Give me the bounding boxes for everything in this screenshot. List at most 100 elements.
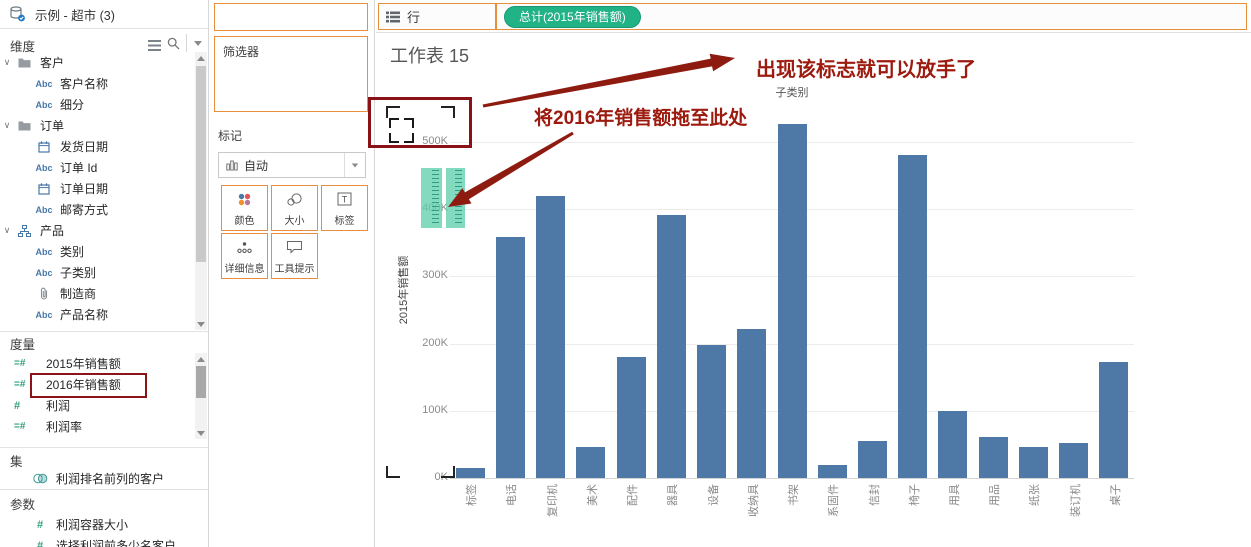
x-tick-label[interactable]: 标签 xyxy=(466,484,479,506)
expand-caret-icon[interactable]: ∨ xyxy=(3,225,11,235)
eqhash-icon: =# xyxy=(14,421,26,432)
field-row-measure[interactable]: =# 利润率 xyxy=(0,416,194,437)
bar-用具[interactable] xyxy=(938,411,968,478)
mark-button-label: 工具提示 xyxy=(274,264,315,275)
bar-系固件[interactable] xyxy=(817,465,847,478)
bar-用品[interactable] xyxy=(978,437,1008,478)
x-tick-label[interactable]: 器具 xyxy=(667,484,680,506)
mark-button-labelT[interactable]: T 标签 xyxy=(321,185,368,231)
field-row-dim[interactable]: ∨ 订单 xyxy=(0,115,194,136)
expand-caret-icon[interactable]: ∨ xyxy=(3,57,11,67)
field-label: 利润容器大小 xyxy=(56,518,129,532)
rows-shelf-icon xyxy=(385,11,401,23)
bar-书架[interactable] xyxy=(777,124,807,478)
hierarchy-icon xyxy=(14,224,34,237)
measures-scrollbar[interactable] xyxy=(195,353,207,439)
field-row-param[interactable]: # 选择利润前多少名客户 xyxy=(0,535,208,547)
field-row-dim[interactable]: 制造商 xyxy=(0,283,194,304)
data-pane-menu-icon[interactable] xyxy=(194,41,202,46)
bar-桌子[interactable] xyxy=(1099,362,1129,478)
field-row-dim[interactable]: Abc 类别 xyxy=(0,241,194,262)
field-label: 发货日期 xyxy=(60,140,109,154)
field-row-measure[interactable]: =# 2016年销售额 xyxy=(0,373,194,398)
bar-装订机[interactable] xyxy=(1059,443,1089,478)
field-row-param[interactable]: # 利润容器大小 xyxy=(0,514,208,535)
abc-icon: Abc xyxy=(35,309,53,320)
datasource-row[interactable]: 示例 - 超市 (3) xyxy=(0,0,208,28)
bar-电话[interactable] xyxy=(495,237,525,478)
sheet-title: 工作表 15 xyxy=(390,46,470,66)
calendar-icon xyxy=(34,182,54,195)
field-row-dim[interactable]: Abc 产品名称 xyxy=(0,304,194,325)
filters-card-dropzone[interactable]: 筛选器 xyxy=(214,36,368,112)
x-tick-label[interactable]: 信封 xyxy=(868,484,881,506)
field-row-set[interactable]: 利润排名前列的客户 xyxy=(0,468,208,489)
bar-配件[interactable] xyxy=(616,357,646,478)
measures-header: 度量 xyxy=(10,338,36,352)
x-tick-label[interactable]: 电话 xyxy=(506,484,519,506)
x-tick-label[interactable]: 复印机 xyxy=(546,484,559,517)
calendar-icon xyxy=(34,140,54,153)
pages-card-dropzone[interactable] xyxy=(214,3,368,31)
bar-复印机[interactable] xyxy=(536,196,566,478)
field-row-dim[interactable]: Abc 细分 xyxy=(0,94,194,115)
x-axis-line xyxy=(450,478,1134,479)
mark-type-dropdown[interactable]: 自动 xyxy=(218,152,366,178)
hash-icon: # xyxy=(36,518,44,531)
field-row-dim[interactable]: 发货日期 xyxy=(0,136,194,157)
x-tick-label[interactable]: 系固件 xyxy=(828,484,841,517)
x-tick-label[interactable]: 设备 xyxy=(707,484,720,506)
y-axis-title[interactable]: 2015年销售额 xyxy=(398,255,410,325)
rows-shelf-label[interactable]: 行 xyxy=(378,3,496,30)
field-row-dim[interactable]: Abc 邮寄方式 xyxy=(0,199,194,220)
bar-椅子[interactable] xyxy=(898,155,928,478)
bar-纸张[interactable] xyxy=(1018,447,1048,478)
bar-标签[interactable] xyxy=(455,468,485,478)
dimensions-header: 维度 xyxy=(10,40,36,54)
bar-器具[interactable] xyxy=(656,215,686,478)
mark-button-tooltip[interactable]: 工具提示 xyxy=(271,233,318,279)
measure-pill[interactable]: 总计(2015年销售额) xyxy=(504,5,641,28)
x-tick-label[interactable]: 配件 xyxy=(627,484,640,506)
field-label: 2015年销售额 xyxy=(46,357,121,371)
x-tick-label[interactable]: 纸张 xyxy=(1029,484,1042,506)
x-tick-label[interactable]: 椅子 xyxy=(908,484,921,506)
x-tick-label[interactable]: 用具 xyxy=(948,484,961,506)
bar-美术[interactable] xyxy=(576,447,606,478)
mark-button-detail[interactable]: 详细信息 xyxy=(221,233,268,279)
x-tick-label[interactable]: 书架 xyxy=(788,484,800,506)
axis-drop-target-icon xyxy=(389,118,414,143)
dimensions-scrollbar[interactable] xyxy=(195,52,207,330)
dropdown-arrow-icon[interactable] xyxy=(344,153,365,177)
field-row-measure[interactable]: =# 2015年销售额 xyxy=(0,353,194,374)
x-tick-label[interactable]: 收纳具 xyxy=(747,484,760,517)
field-row-dim[interactable]: 订单日期 xyxy=(0,178,194,199)
field-row-measure[interactable]: # 利润 xyxy=(0,395,194,416)
column-field-header[interactable]: 子类别 xyxy=(775,87,809,99)
bar-信封[interactable] xyxy=(858,441,887,478)
bar-设备[interactable] xyxy=(697,345,726,478)
field-label: 制造商 xyxy=(60,287,97,301)
x-tick-label[interactable]: 装订机 xyxy=(1069,484,1082,517)
view-as-list-icon[interactable] xyxy=(148,38,161,56)
panel-divider[interactable] xyxy=(208,0,209,547)
mark-button-size[interactable]: 大小 xyxy=(271,185,318,231)
field-row-dim[interactable]: Abc 子类别 xyxy=(0,262,194,283)
x-tick-label[interactable]: 用品 xyxy=(989,484,1002,506)
mark-button-color[interactable]: 颜色 xyxy=(221,185,268,231)
rows-shelf-text: 行 xyxy=(407,10,421,25)
parameters-header: 参数 xyxy=(10,498,36,512)
rows-shelf[interactable]: 总计(2015年销售额) xyxy=(496,3,1247,30)
search-icon[interactable] xyxy=(167,37,180,55)
hash-icon: # xyxy=(14,399,21,412)
field-row-dim[interactable]: Abc 客户名称 xyxy=(0,73,194,94)
field-row-dim[interactable]: ∨ 客户 xyxy=(0,52,194,73)
x-tick-label[interactable]: 美术 xyxy=(586,484,599,506)
x-tick-label[interactable]: 桌子 xyxy=(1109,484,1122,506)
field-row-dim[interactable]: ∨ 产品 xyxy=(0,220,194,241)
field-row-dim[interactable]: Abc 订单 Id xyxy=(0,157,194,178)
worksheet-divider[interactable] xyxy=(374,0,375,547)
detail-icon xyxy=(236,234,253,260)
expand-caret-icon[interactable]: ∨ xyxy=(3,120,11,130)
bar-收纳具[interactable] xyxy=(737,329,767,478)
